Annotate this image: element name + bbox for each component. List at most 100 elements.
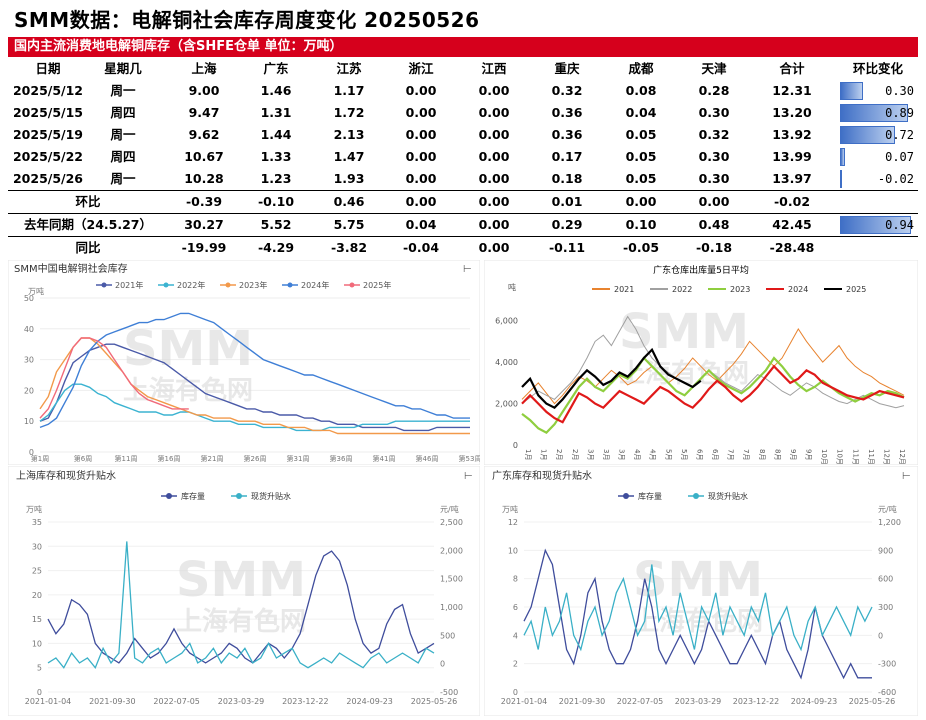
yoy-cell: 0.00 [478, 240, 510, 255]
table-cell: 1.31 [260, 105, 292, 120]
right-tick-label: 600 [878, 575, 893, 584]
y-tick-label: 50 [24, 294, 34, 303]
right-tick-label: 1,000 [440, 603, 463, 612]
column-header: 浙江 [408, 61, 434, 76]
x-tick-label: 2025-05-26 [849, 697, 896, 706]
series-line [521, 356, 905, 434]
table-cell: 周四 [110, 149, 136, 164]
table-cell: 周一 [110, 171, 136, 186]
watermark-text: 上海有色网 [123, 375, 253, 406]
legend-marker [693, 493, 699, 499]
change-bar [840, 170, 842, 188]
x-tick-label: 8月 [758, 449, 766, 460]
table-cell: 2025/5/12 [12, 83, 83, 98]
table-cell: 13.97 [772, 171, 812, 186]
left-tick-label: 8 [513, 575, 518, 584]
left-tick-label: 20 [32, 591, 42, 600]
watermark-text: 上海有色网 [176, 606, 306, 637]
chart-title: 广东仓库出库量5日平均 [653, 264, 749, 276]
right-tick-label: 300 [878, 603, 893, 612]
x-tick-label: 第46周 [416, 454, 439, 463]
mom-cell: 0.00 [405, 194, 437, 209]
mom-cell: 0.01 [551, 194, 583, 209]
x-tick-label: 第21周 [201, 454, 224, 463]
change-value: 0.72 [885, 128, 914, 142]
left-axis-label: 万吨 [26, 504, 42, 514]
yoy-label: 同比 [75, 240, 101, 255]
table-cell: 12.31 [772, 83, 812, 98]
x-tick-label: 第1周 [31, 454, 49, 463]
left-tick-label: 12 [508, 518, 518, 527]
right-axis-label: 元/吨 [878, 504, 897, 514]
yoy-cell: -0.05 [622, 240, 660, 255]
change-bar [840, 148, 845, 166]
column-header: 星期几 [104, 61, 142, 76]
x-tick-label: 3月 [618, 449, 626, 460]
x-tick-label: 2021-01-04 [501, 697, 548, 706]
x-tick-label: 6月 [695, 449, 703, 460]
legend-label: 库存量 [181, 491, 205, 501]
change-bar-cell: 0.94 [840, 216, 916, 234]
panel-menu-icon: ⊢ [464, 471, 473, 482]
right-tick-label: -600 [878, 688, 896, 697]
change-value: 0.89 [885, 106, 914, 120]
table-cell: 周四 [110, 105, 136, 120]
legend-label: 2024 [788, 285, 808, 294]
page-title: SMM数据：电解铜社会库存周度变化 20250526 [14, 8, 480, 32]
x-tick-label: 2月 [571, 449, 579, 460]
chart-panel-shanghai-premium: 上海库存和现货升贴水 ⊢ 万吨 元/吨 0 5 10 15 20 25 30 35 -500 0 500 1,… [7, 465, 481, 717]
y-tick-label: 2,000 [495, 400, 518, 409]
last-year-row: 去年同期（24.5.27） 30.27 5.52 5.75 0.04 0.00 0.29 0.… [8, 214, 918, 236]
y-tick-label: 40 [24, 325, 34, 334]
x-tick-label: 11月 [851, 449, 859, 465]
column-header: 江苏 [336, 61, 362, 76]
table-cell: 0.05 [625, 171, 657, 186]
table-cell: 0.00 [478, 149, 510, 164]
x-tick-label: 2023-12-22 [733, 697, 780, 706]
chart-title: 广东库存和现货升贴水 [492, 469, 592, 482]
legend-label: 现货升贴水 [251, 491, 291, 501]
table-cell: 周一 [110, 127, 136, 142]
last-year-cell: 5.75 [333, 217, 365, 232]
column-header: 日期 [35, 61, 61, 76]
mom-cell: 0.00 [478, 194, 510, 209]
x-tick-label: 第6周 [74, 454, 92, 463]
table-cell: 0.36 [551, 105, 583, 120]
x-tick-label: 5月 [664, 449, 672, 460]
column-header: 重庆 [554, 61, 580, 76]
table-cell: 13.99 [772, 149, 812, 164]
table-cell: 0.00 [405, 83, 437, 98]
table-cell: 9.00 [188, 83, 220, 98]
column-header: 天津 [701, 61, 727, 76]
table-cell: 0.00 [405, 105, 437, 120]
chart-title: 上海库存和现货升贴水 [16, 469, 116, 482]
legend-label: 2021 [614, 285, 634, 294]
last-year-cell: 0.48 [698, 217, 730, 232]
legend-marker [236, 493, 242, 499]
x-tick-label: 3月 [586, 449, 594, 460]
left-tick-label: 2 [513, 660, 518, 669]
right-tick-label: 2,500 [440, 518, 463, 527]
x-tick-label: 2023-03-29 [218, 697, 265, 706]
yoy-cell: -0.11 [548, 240, 586, 255]
table-cell: 0.00 [478, 171, 510, 186]
x-tick-label: 2023-03-29 [675, 697, 722, 706]
x-tick-label: 4月 [649, 449, 657, 460]
table-cell: 9.62 [188, 127, 220, 142]
x-tick-label: 第26周 [244, 454, 267, 463]
panel-frame [7, 465, 481, 717]
table-cell: 0.32 [551, 83, 583, 98]
right-tick-label: 500 [440, 631, 455, 640]
x-tick-label: 2024-09-23 [346, 697, 393, 706]
table-cell: 2025/5/22 [12, 149, 83, 164]
panel-menu-icon: ⊢ [463, 264, 472, 275]
change-value: 0.30 [885, 84, 914, 98]
change-bar [840, 216, 911, 234]
x-tick-label: 12月 [898, 449, 906, 465]
panel-frame [7, 259, 481, 466]
y-tick-label: 0 [29, 448, 34, 457]
yoy-cell: -3.82 [330, 240, 368, 255]
last-year-label: 去年同期（24.5.27） [24, 217, 152, 232]
table-cell: 13.20 [772, 105, 812, 120]
table-row: 2025/5/15 周四 9.47 1.31 1.72 0.00 0.00 0.36 0.04 0… [8, 102, 918, 124]
